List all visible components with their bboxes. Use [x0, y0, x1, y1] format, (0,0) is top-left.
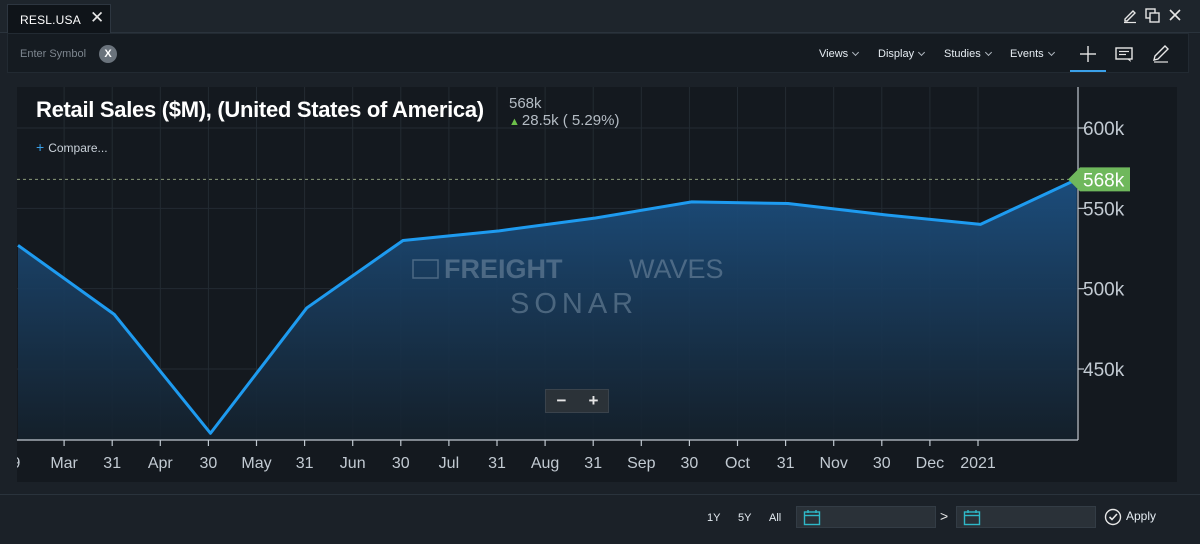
x-tick-label: May — [241, 455, 271, 472]
apply-button[interactable]: Apply — [1104, 508, 1156, 526]
x-tick-label: Jul — [439, 455, 459, 472]
plus-icon: + — [36, 139, 45, 155]
freightwaves-sonar-watermark: FREIGHT WAVES SONAR — [412, 254, 724, 320]
watermark-sonar: SONAR — [510, 288, 638, 320]
change-text: 28.5k ( 5.29%) — [521, 112, 620, 129]
draw-pencil-icon[interactable] — [1148, 42, 1174, 66]
zoom-control: − + — [545, 389, 609, 413]
x-tick-label: 31 — [103, 455, 121, 472]
views-menu[interactable]: Views — [819, 48, 860, 60]
tab-label: RESL.USA — [20, 13, 81, 27]
display-menu[interactable]: Display — [878, 48, 926, 60]
start-date-field[interactable] — [796, 506, 936, 528]
active-tool-indicator — [1070, 70, 1106, 72]
last-value: 568k — [509, 95, 542, 112]
studies-menu-label: Studies — [944, 48, 981, 60]
apply-label: Apply — [1126, 509, 1157, 524]
x-tick-label: Sep — [627, 455, 656, 472]
annotation-icon[interactable] — [1111, 42, 1137, 66]
retail-sales-chart[interactable]: FREIGHT WAVES SONAR 600k 550k 500k 450k 9 Ma… — [17, 87, 1177, 482]
x-tick-label: Dec — [916, 455, 944, 472]
area-fill — [18, 179, 1077, 440]
change-value: ▲ 28.5k ( 5.29%) — [509, 112, 619, 129]
calendar-icon — [963, 510, 981, 526]
x-tick-label: Nov — [819, 455, 847, 472]
edit-window-icon[interactable] — [1121, 6, 1139, 24]
compare-button[interactable]: + Compare... — [36, 139, 108, 155]
last-value-tag — [1068, 167, 1130, 192]
x-tick-label: 30 — [392, 455, 410, 472]
events-menu-label: Events — [1010, 48, 1044, 60]
x-tick-label: 31 — [777, 455, 795, 472]
x-tick-label: 31 — [584, 455, 602, 472]
watermark-freight: FREIGHT — [444, 254, 563, 284]
date-range-footer: 1Y 5Y All > Apply — [0, 494, 1200, 544]
watermark-waves: WAVES — [629, 254, 724, 284]
series-line — [17, 178, 1078, 435]
range-all-button[interactable]: All — [769, 512, 782, 524]
x-tick-label: Mar — [50, 455, 78, 472]
symbol-input[interactable] — [20, 44, 100, 64]
compare-label: Compare... — [48, 141, 108, 155]
last-value-tag-label: 568k — [1083, 170, 1125, 191]
zoom-out-button[interactable]: − — [556, 391, 567, 410]
y-tick-label: 450k — [1083, 360, 1125, 381]
x-tick-label: Oct — [725, 455, 750, 472]
x-tick-label: 30 — [681, 455, 699, 472]
end-date-field[interactable] — [956, 506, 1096, 528]
tab-bar: RESL.USA ✕ — [0, 0, 1200, 33]
range-5y-button[interactable]: 5Y — [738, 512, 752, 524]
clear-symbol-button[interactable]: X — [99, 45, 117, 63]
tab-close-icon[interactable]: ✕ — [90, 8, 105, 27]
chevron-down-icon — [984, 48, 992, 57]
chart-panel[interactable]: FREIGHT WAVES SONAR 600k 550k 500k 450k 9 Ma… — [17, 87, 1177, 482]
range-1y-button[interactable]: 1Y — [707, 512, 721, 524]
chart-title: Retail Sales ($M), (United States of Ame… — [36, 97, 484, 122]
chevron-down-icon — [1047, 48, 1055, 57]
x-tick-label: Jun — [340, 455, 366, 472]
pop-out-icon[interactable] — [1143, 6, 1161, 24]
y-tick-label: 600k — [1083, 119, 1125, 140]
x-tick-label: 30 — [873, 455, 891, 472]
calendar-icon — [803, 510, 821, 526]
display-menu-label: Display — [878, 48, 915, 60]
check-circle-icon — [1104, 508, 1122, 526]
events-menu[interactable]: Events — [1010, 48, 1055, 60]
close-window-icon[interactable] — [1166, 6, 1184, 24]
y-tick-label: 550k — [1083, 199, 1125, 220]
x-tick-label: 9 — [17, 455, 21, 472]
crosshair-icon[interactable] — [1075, 42, 1101, 66]
y-tick-label: 500k — [1083, 280, 1125, 301]
range-arrow: > — [940, 508, 949, 524]
x-tick-label: Apr — [148, 455, 174, 472]
studies-menu[interactable]: Studies — [944, 48, 992, 60]
tab-resl-usa[interactable]: RESL.USA ✕ — [7, 4, 111, 33]
chevron-down-icon — [918, 48, 926, 57]
x-tick-label: 30 — [200, 455, 218, 472]
chevron-down-icon — [852, 48, 860, 57]
zoom-in-button[interactable]: + — [588, 391, 599, 410]
x-tick-label: 2021 — [960, 455, 996, 472]
views-menu-label: Views — [819, 48, 849, 60]
chart-toolbar: X Views Display Studies Events — [7, 33, 1189, 73]
x-tick-label: Aug — [531, 455, 559, 472]
x-tick-label: 31 — [296, 455, 314, 472]
x-tick-label: 31 — [488, 455, 506, 472]
watermark-logo-icon — [412, 259, 439, 279]
up-arrow-icon: ▲ — [509, 116, 520, 128]
